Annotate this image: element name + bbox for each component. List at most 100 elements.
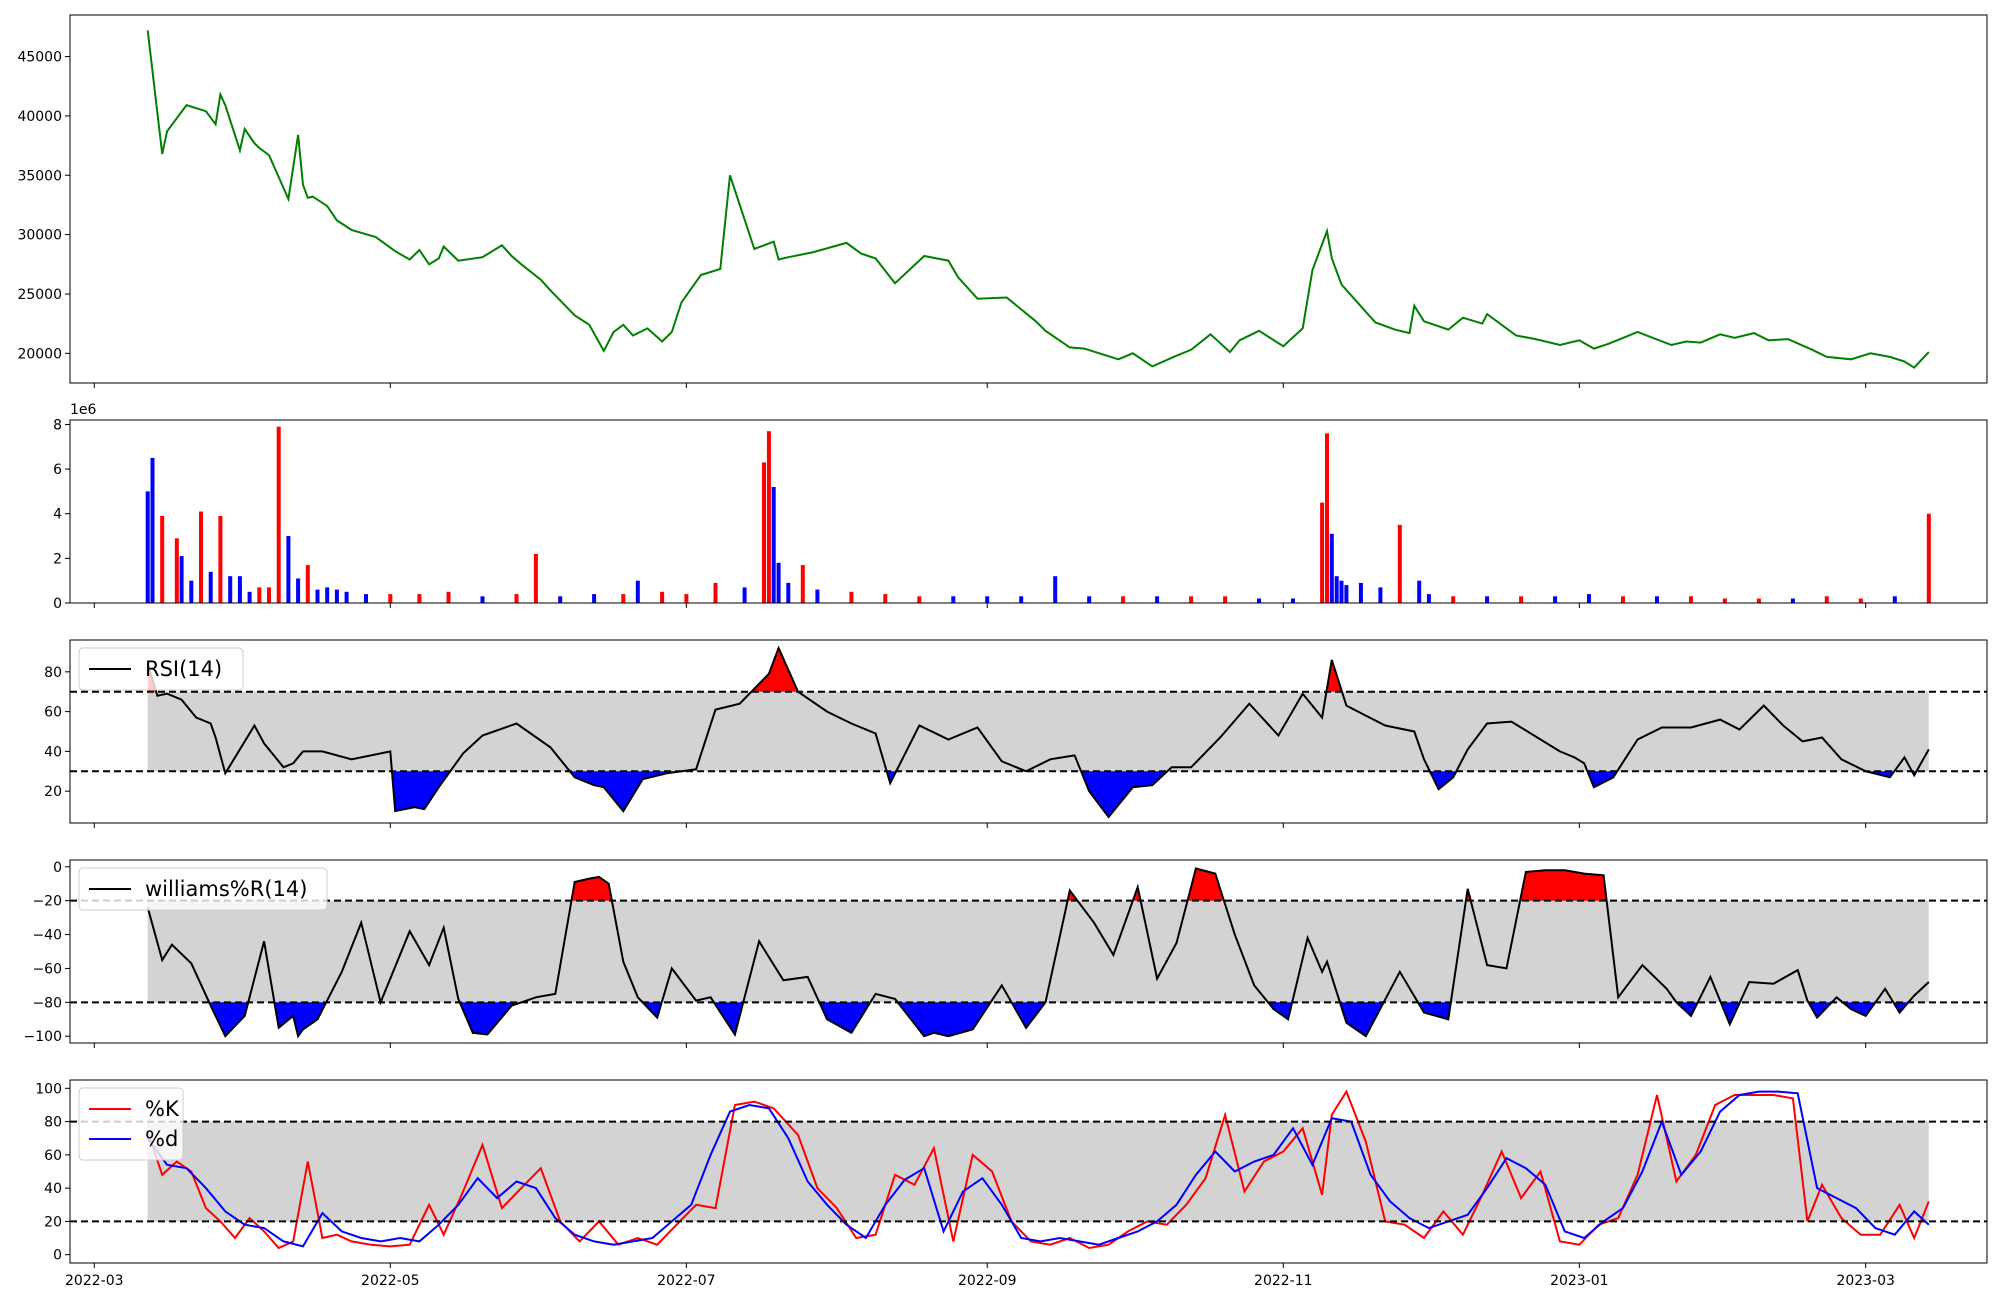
volume-bar (621, 594, 626, 603)
volume-bar (1756, 598, 1761, 603)
price-ytick-label: 45000 (17, 50, 62, 66)
williams-overbought-fill (1187, 868, 1224, 901)
stochastic-ytick-label: 20 (44, 1214, 62, 1230)
stochastic-ytick-label: 60 (44, 1148, 62, 1164)
volume-bar (1655, 596, 1659, 603)
volume-bar (267, 587, 271, 603)
xtick-label: 2023-03 (1836, 1273, 1895, 1289)
williams-oversold-fill (1418, 1002, 1451, 1020)
stochastic-ytick-label: 40 (44, 1181, 62, 1197)
rsi-ytick-label: 40 (44, 744, 62, 760)
volume-bar (1329, 533, 1334, 603)
volume-bar (1019, 596, 1024, 603)
volume-bar (1257, 598, 1261, 603)
williams-oversold-fill (713, 1002, 744, 1035)
williams-oversold-fill (1011, 1002, 1046, 1028)
rsi-legend-label: RSI(14) (145, 657, 222, 681)
volume-bar (1417, 580, 1422, 603)
stochastic-ytick-label: 100 (35, 1081, 62, 1097)
williams-ytick-label: −60 (32, 961, 62, 977)
williams-oversold-fill (1893, 1002, 1909, 1013)
volume-offset-text: 1e6 (70, 402, 97, 418)
williams-oversold-fill (274, 1002, 327, 1037)
volume-bar (480, 596, 485, 603)
williams-oversold-fill (897, 1002, 991, 1037)
price-ytick-label: 20000 (17, 346, 62, 362)
stochastic-legend-label: %K (145, 1097, 180, 1121)
williams-ytick-label: −40 (32, 928, 62, 944)
volume-bar (364, 594, 368, 603)
volume-bar (917, 596, 922, 603)
volume-bar (1223, 596, 1228, 603)
rsi-oversold-fill (569, 771, 682, 812)
volume-bar (1053, 576, 1058, 603)
volume-ytick-label: 8 (53, 417, 62, 433)
xtick-label: 2023-01 (1550, 1273, 1609, 1289)
volume-bar (1722, 598, 1727, 603)
volume-bar (800, 565, 805, 603)
volume-bar (257, 587, 262, 603)
xtick-label: 2022-03 (65, 1273, 124, 1289)
williams-ytick-label: −80 (32, 995, 62, 1011)
stochastic-legend-box (78, 1087, 184, 1161)
volume-bar (762, 462, 766, 603)
volume-bar (218, 516, 223, 603)
volume-bar (786, 582, 791, 603)
volume-bar (1689, 596, 1693, 603)
volume-bar (189, 580, 194, 603)
price-axes-frame (69, 14, 1988, 384)
stochastic-legend-label: %d (145, 1127, 178, 1151)
stoch-d-line (146, 1090, 1930, 1248)
volume-bar (713, 582, 718, 603)
volume-bar (558, 596, 563, 603)
volume-bar (247, 591, 252, 603)
stochastic-ytick-label: 80 (44, 1115, 62, 1131)
volume-bar (344, 591, 349, 603)
volume-bar (592, 594, 597, 603)
williams-overbought-fill (571, 876, 612, 901)
volume-bar (145, 491, 150, 603)
volume-bar (1587, 594, 1591, 603)
rsi-line (146, 645, 1930, 819)
volume-bar (660, 591, 665, 603)
williams-overbought-fill (1520, 870, 1607, 901)
volume-bar (1378, 587, 1383, 603)
volume-bar (1451, 596, 1456, 603)
volume-bar (150, 457, 155, 603)
stochastic-ytick-label: 0 (53, 1248, 62, 1264)
williams-oversold-fill (1720, 1002, 1740, 1025)
volume-bar (315, 589, 320, 603)
volume-bar (1858, 598, 1863, 603)
volume-bar (1519, 596, 1524, 603)
volume-bar (1344, 585, 1349, 603)
rsi-axes-frame (69, 639, 1988, 824)
volume-bar (199, 511, 203, 603)
williams-ytick-label: 0 (53, 860, 62, 876)
volume-bar (1485, 596, 1490, 603)
williams-oversold-fill (1339, 1002, 1384, 1037)
xtick-label: 2022-05 (361, 1273, 420, 1289)
volume-bar (179, 556, 184, 603)
volume-bar (1790, 598, 1795, 603)
price-ytick-label: 40000 (17, 109, 62, 125)
volume-bar (305, 565, 310, 603)
rsi-oversold-fill (391, 771, 451, 812)
volume-bar (1320, 502, 1325, 603)
volume-bar (1926, 513, 1931, 603)
volume-bar (849, 591, 854, 603)
xtick-label: 2022-11 (1254, 1273, 1313, 1289)
volume-bar (1189, 596, 1194, 603)
volume-bar (296, 578, 301, 603)
williams-oversold-fill (209, 1002, 249, 1037)
volume-bar (951, 596, 956, 603)
price-line (146, 30, 1930, 369)
volume-bar (771, 487, 776, 603)
rsi-legend-box (78, 647, 244, 691)
williams-legend-label: williams%R(14) (145, 877, 307, 901)
volume-axes-frame (69, 419, 1988, 604)
rsi-oversold-fill (1587, 771, 1618, 788)
volume-bar (514, 594, 519, 603)
volume-bar (766, 431, 771, 603)
